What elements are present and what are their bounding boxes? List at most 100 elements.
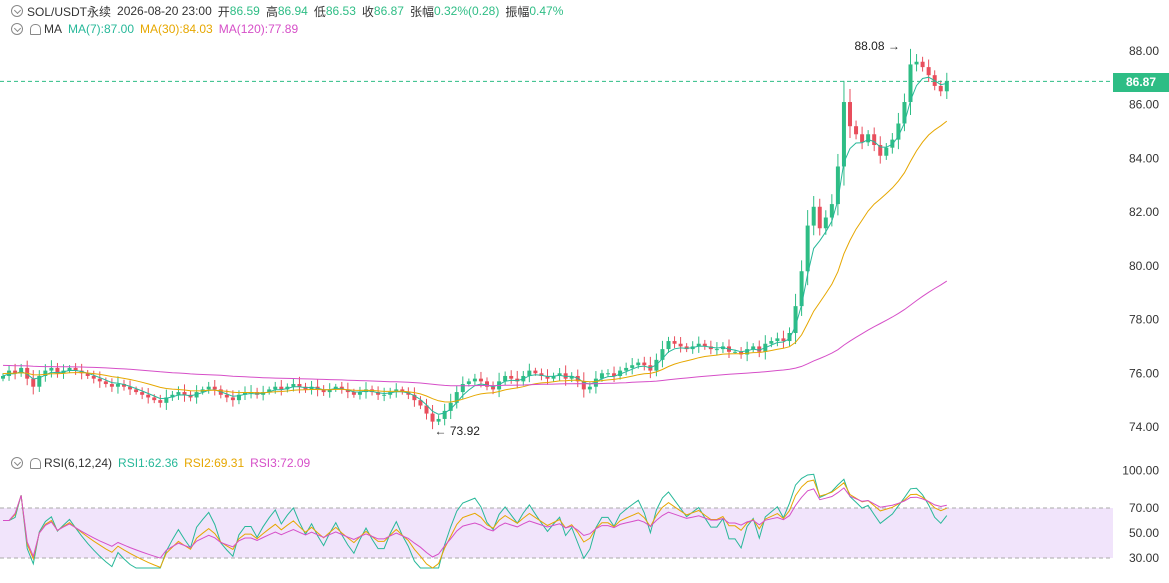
candle-body (781, 338, 786, 342)
ma120-line (2, 280, 948, 387)
candle-body (872, 134, 877, 145)
low-value: 86.53 (325, 4, 356, 18)
rsi-tick-label: 70.00 (1129, 501, 1159, 515)
candle-body (134, 389, 139, 393)
candle-body (382, 394, 387, 396)
candle-body (273, 386, 278, 390)
candle-body (618, 370, 623, 376)
candle-body (19, 367, 24, 374)
candle-body (829, 204, 834, 218)
amplitude-label: 振幅 (505, 4, 530, 19)
change-value: 0.32%(0.28) (433, 4, 500, 18)
rsi-tick-label: 30.00 (1129, 551, 1159, 565)
price-tick-label: 84.00 (1129, 151, 1159, 165)
candle-body (914, 61, 919, 65)
price-tick-label: 88.00 (1129, 44, 1159, 58)
candle-body (103, 381, 108, 385)
candle-body (630, 365, 635, 368)
close-label: 收 (361, 4, 374, 19)
price-tick-label: 78.00 (1129, 313, 1159, 327)
candle-body (182, 392, 187, 395)
high-value: 86.94 (277, 4, 308, 18)
rsi2-value: RSI2:69.31 (184, 456, 245, 470)
candle-body (485, 381, 489, 387)
rsi-title[interactable]: RSI(6,12,24) (44, 456, 113, 470)
candle-body (418, 400, 423, 406)
candle-body (896, 123, 901, 140)
candle-body (527, 370, 532, 376)
candle-body (1, 375, 5, 379)
amplitude-value: 0.47% (529, 4, 564, 18)
candle-body (345, 389, 350, 393)
candle-body (817, 206, 822, 229)
candle-body (400, 389, 405, 393)
candle-body (509, 375, 514, 379)
candle-body (860, 134, 865, 143)
rsi-lines (3, 473, 948, 569)
candle-body (491, 386, 496, 390)
candle-body (799, 271, 804, 307)
rsi-alert-bell-icon[interactable] (30, 457, 41, 469)
candle-body (672, 341, 677, 344)
close-value: 86.87 (373, 4, 404, 18)
candle-body (696, 343, 701, 347)
candle-body (206, 386, 211, 390)
candle-body (660, 349, 665, 360)
candle-body (866, 134, 871, 143)
ma-collapse-chevron-icon[interactable] (11, 23, 23, 35)
rsi2-line (3, 479, 947, 569)
ma-title[interactable]: MA (44, 22, 62, 36)
candle-body (533, 370, 538, 374)
ma120-value: MA(120):77.89 (218, 22, 299, 36)
candle-body (454, 392, 459, 403)
candle-body (73, 367, 78, 371)
candle-body (97, 378, 102, 382)
candle-body (255, 392, 260, 395)
candle-body (811, 206, 816, 226)
candle-body (884, 147, 889, 156)
candle-body (636, 362, 641, 366)
candle-body (267, 389, 272, 393)
candle-body (55, 367, 60, 374)
candle-body (122, 384, 126, 387)
candle-body (424, 405, 429, 414)
rsi3-line (3, 487, 947, 559)
candle-body (13, 370, 18, 374)
candle-body (67, 367, 72, 371)
candle-body (938, 85, 943, 92)
price-axis: 74.00 76.00 78.00 80.00 82.00 84.00 86.00 88.00… (1122, 44, 1159, 565)
candle-body (581, 381, 586, 390)
candle-body (769, 341, 774, 344)
candle-body (91, 375, 96, 379)
candle-body (357, 392, 362, 395)
candle-body (666, 341, 671, 350)
candle-body (539, 373, 544, 376)
candle-body (593, 378, 598, 387)
candle-body (587, 386, 592, 390)
rsi3-value: RSI3:72.09 (250, 456, 311, 470)
candle-body (376, 392, 381, 395)
ohlc-legend: SOL/USDT永续 2026-08-20 23:00 开 86.59 高 86… (0, 2, 569, 20)
rsi1-line (3, 473, 948, 569)
price-tick-label: 82.00 (1129, 205, 1159, 219)
rsi-collapse-chevron-icon[interactable] (11, 457, 23, 469)
candle-body (599, 373, 604, 379)
candle-body (944, 81, 949, 92)
candle-body (297, 384, 302, 387)
candle-body (176, 392, 181, 395)
candle-body (503, 375, 508, 382)
candle-body (557, 373, 562, 376)
candle-body (472, 378, 477, 382)
datetime-label: 2026-08-20 23:00 (117, 4, 212, 18)
alert-bell-icon[interactable] (30, 23, 41, 35)
open-value: 86.59 (229, 4, 260, 18)
rsi-band-fill (0, 508, 1113, 558)
collapse-chevron-icon[interactable] (11, 5, 23, 17)
low-annotation: ← 73.92 (435, 424, 481, 438)
candle-body (684, 346, 689, 350)
candle-body (751, 346, 756, 350)
candle-body (545, 375, 550, 379)
candle-body (230, 397, 235, 401)
candle-body (339, 386, 344, 390)
